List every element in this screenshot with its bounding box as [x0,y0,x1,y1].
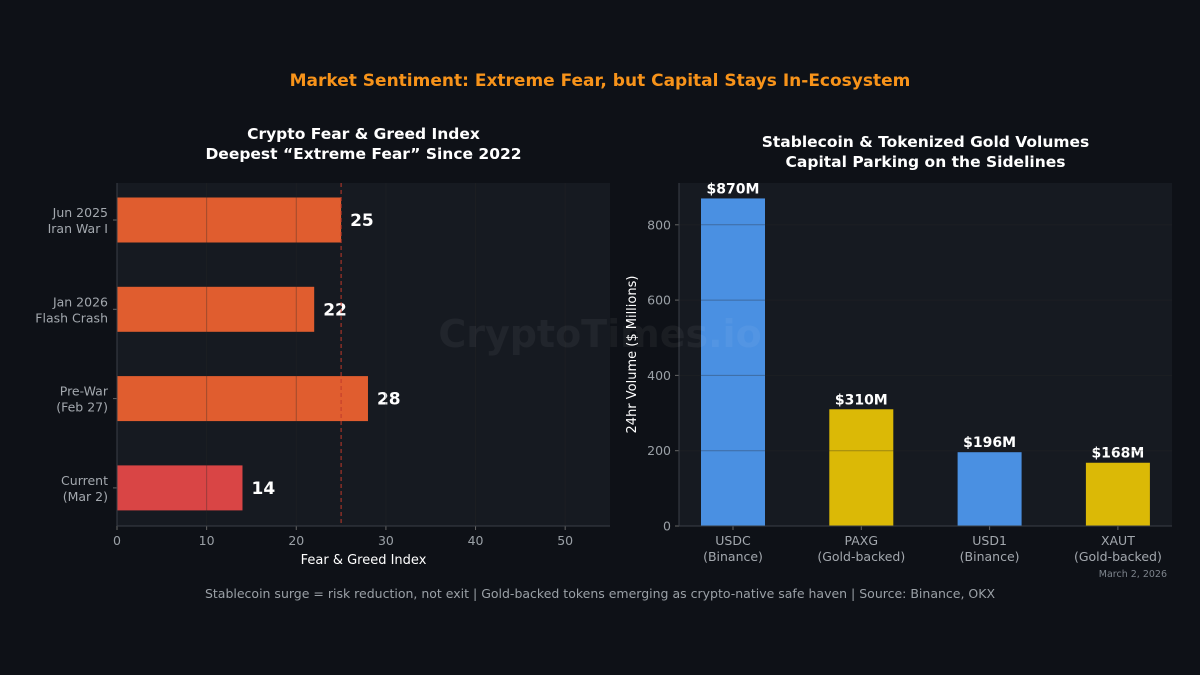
right-bar [829,409,894,526]
left-category-label: (Mar 2) [63,489,108,504]
left-bar [117,286,315,332]
right-bar [701,198,765,526]
right-y-axis-label: 24hr Volume ($ Millions) [625,276,640,434]
left-chart-subtitle: Deepest “Extreme Fear” Since 2022 [205,145,522,163]
right-ytick-label: 0 [663,519,671,534]
left-bar-value-label: 25 [350,211,374,231]
right-category-label: (Gold-backed) [817,549,905,564]
left-category-label: Current [61,473,108,488]
left-x-axis-label: Fear & Greed Index [301,553,427,568]
left-xtick-label: 30 [378,533,394,548]
left-bar [117,465,243,511]
left-xtick-label: 50 [557,533,573,548]
left-xtick-label: 40 [468,533,484,548]
right-category-label: (Gold-backed) [1074,549,1162,564]
left-category-label: (Feb 27) [56,400,108,415]
right-ytick-label: 800 [647,217,671,232]
right-category-label: (Binance) [960,549,1020,564]
left-category-label: Jun 2025 [52,205,108,220]
left-xtick-label: 10 [199,533,215,548]
left-bar [117,197,342,243]
left-category-label: Pre-War [60,384,109,399]
left-chart-title: Crypto Fear & Greed Index Deepest “Extre… [117,124,610,164]
left-xtick-label: 0 [113,533,121,548]
right-ytick-label: 600 [647,293,671,308]
left-bar-value-label: 28 [377,390,401,410]
right-bar [1085,462,1150,526]
right-category-label: PAXG [845,533,879,548]
left-category-label: Flash Crash [35,310,108,325]
right-bar-value-label: $168M [1091,446,1144,462]
left-category-label: Iran War I [48,221,108,236]
left-category-label: Jan 2026 [52,294,108,309]
right-category-label: (Binance) [703,549,763,564]
right-bar-value-label: $196M [963,435,1016,451]
left-chart-title-line: Crypto Fear & Greed Index [247,125,480,143]
right-bar-value-label: $310M [835,392,888,408]
right-chart-title-line: Stablecoin & Tokenized Gold Volumes [761,133,1090,151]
watermark-logo: CryptoTimes.io [438,312,761,356]
main-title: Market Sentiment: Extreme Fear, but Capi… [289,71,911,91]
right-ytick-label: 400 [647,368,671,383]
right-category-label: XAUT [1101,533,1135,548]
left-bar-value-label: 14 [251,479,275,499]
footer-note: Stablecoin surge = risk reduction, not e… [204,586,996,601]
left-bar [117,376,368,422]
right-ytick-label: 200 [647,443,671,458]
left-xtick-label: 20 [288,533,304,548]
date-label: March 2, 2026 [1098,569,1167,580]
right-chart-title: Stablecoin & Tokenized Gold Volumes Capi… [679,132,1172,172]
right-category-label: USD1 [972,533,1007,548]
left-bar-value-label: 22 [323,300,347,320]
right-chart-subtitle: Capital Parking on the Sidelines [785,153,1066,171]
right-bar-value-label: $870M [707,181,760,197]
right-category-label: USDC [715,533,751,548]
right-bar [957,452,1022,526]
